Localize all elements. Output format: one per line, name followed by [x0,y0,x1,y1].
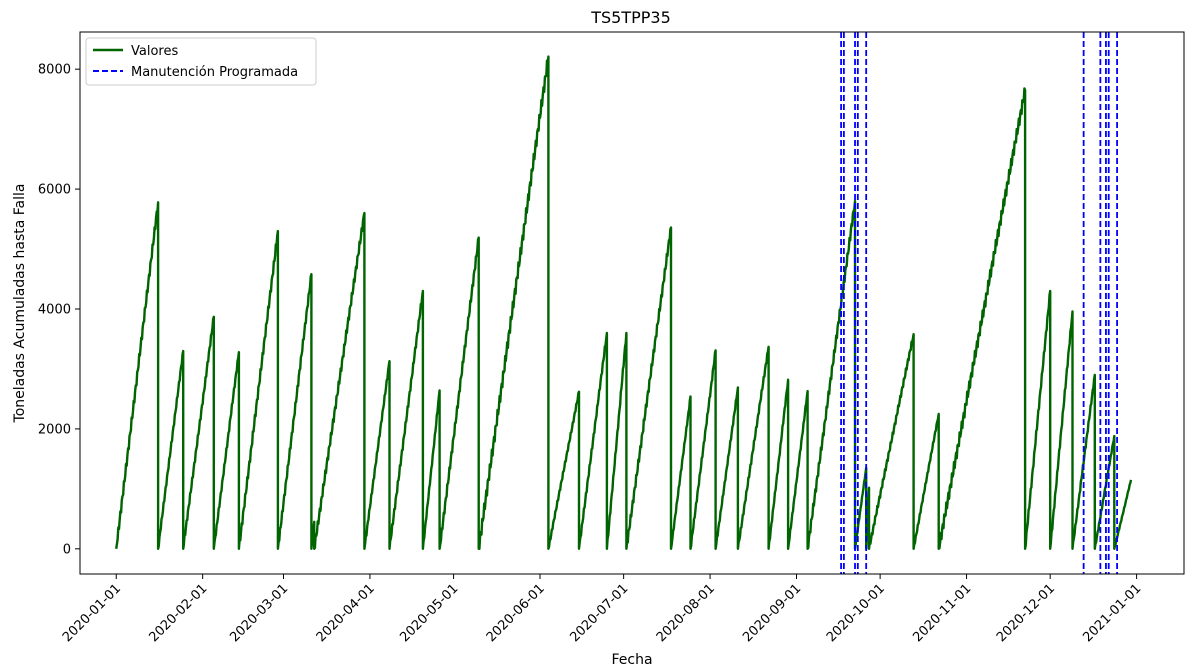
y-tick-label: 6000 [38,183,71,198]
x-tick-label: 2020-10-01 [824,581,888,645]
x-tick-label: 2020-04-01 [314,581,378,645]
x-tick-label: 2020-02-01 [146,581,210,645]
x-tick-label: 2020-05-01 [397,581,461,645]
x-tick-label: 2020-12-01 [994,581,1058,645]
y-axis-label: Toneladas Acumuladas hasta Falla [12,184,28,424]
legend-box [85,37,317,86]
legend-label-maintenance: Manutención Programada [131,65,298,80]
plot-content [115,32,1133,574]
x-tick-label: 2020-06-01 [484,581,548,645]
y-tick-label: 4000 [38,302,71,317]
x-tick-label: 2020-11-01 [910,581,974,645]
legend: Valores Manutención Programada [85,37,317,86]
x-tick-label: 2020-09-01 [740,581,804,645]
plot-area [80,32,1184,574]
y-tick-label: 0 [63,542,71,557]
chart-title: TS5TPP35 [590,8,671,27]
x-tick-label: 2020-01-01 [60,581,124,645]
series-line-values [115,55,1133,550]
x-axis-label: Fecha [611,652,652,666]
x-tick-label: 2021-01-01 [1080,581,1144,645]
x-tick-label: 2020-08-01 [654,581,718,645]
y-tick-label: 8000 [38,63,71,78]
x-tick-label: 2020-03-01 [227,581,291,645]
x-tick-label: 2020-07-01 [567,581,631,645]
plot-frame [79,31,1185,575]
legend-label-values: Valores [131,44,178,59]
y-tick-label: 2000 [38,422,71,437]
